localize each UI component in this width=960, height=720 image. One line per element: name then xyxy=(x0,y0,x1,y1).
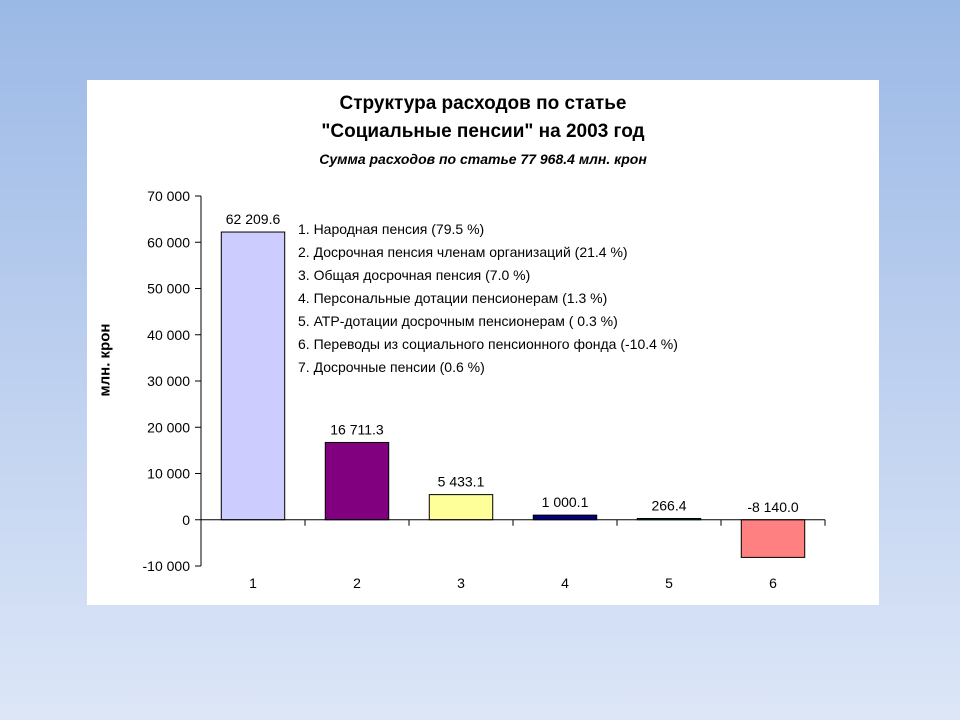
legend-entry: 3. Общая досрочная пенсия (7.0 %) xyxy=(298,267,531,283)
data-label: 1 000.1 xyxy=(542,494,589,510)
bar-6 xyxy=(740,519,806,558)
x-tick-label: 4 xyxy=(561,575,569,591)
x-tick-label: 5 xyxy=(665,575,673,591)
legend-entry: 7. Досрочные пенсии (0.6 %) xyxy=(298,359,485,375)
y-tick-label: 10 000 xyxy=(147,466,190,482)
chart-title-line2: "Социальные пенсии" на 2003 год xyxy=(321,121,645,142)
data-label: 62 209.6 xyxy=(226,211,281,227)
bar-chart: -10 000 0 10 000 20 000 30 000 40 000 50 000 60… xyxy=(143,188,826,591)
data-label: -8 140.0 xyxy=(747,499,799,515)
y-tick-label: 0 xyxy=(182,512,190,528)
x-tick-label: 3 xyxy=(457,575,465,591)
bar-4 xyxy=(532,514,598,521)
y-tick-label: 50 000 xyxy=(147,281,190,297)
y-tick-label: 20 000 xyxy=(147,419,190,435)
x-tick-label: 2 xyxy=(353,575,361,591)
legend-entry: 2. Досрочная пенсия членам организаций (… xyxy=(298,244,628,260)
bar-1 xyxy=(220,231,286,521)
legend-entry: 5. АТР-дотации досрочным пенсионерам ( 0… xyxy=(298,313,618,329)
x-tick-label: 1 xyxy=(249,575,257,591)
y-tick-label: 70 000 xyxy=(147,188,190,204)
chart-panel: -10 000 0 10 000 20 000 30 000 40 000 50 000 60… xyxy=(87,80,879,605)
data-label: 16 711.3 xyxy=(330,421,384,437)
bars xyxy=(220,231,806,558)
y-tick-label: 40 000 xyxy=(147,327,190,343)
data-label: 5 433.1 xyxy=(438,474,485,490)
value-labels: 62 209.6 16 711.3 5 433.1 1 000.1 266.4 -8 14… xyxy=(226,211,799,515)
y-tick-label: -10 000 xyxy=(143,558,191,574)
chart-subtitle: Сумма расходов по статье 77 968.4 млн. к… xyxy=(319,151,647,167)
bar-3 xyxy=(428,494,494,521)
axes xyxy=(200,196,826,566)
y-axis-label: млн. крон xyxy=(96,323,114,397)
data-label: 266.4 xyxy=(651,498,686,514)
y-tick-label: 30 000 xyxy=(147,373,190,389)
y-tick-label: 60 000 xyxy=(147,234,190,250)
legend-entry: 4. Персональные дотации пенсионерам (1.3… xyxy=(298,290,608,306)
legend-entry: 1. Народная пенсия (79.5 %) xyxy=(298,221,485,237)
bar-2 xyxy=(324,441,390,521)
x-axis-ticks: 1 2 3 4 5 6 xyxy=(249,575,777,591)
legend-entry: 6. Переводы из социального пенсионного ф… xyxy=(298,336,678,352)
legend: 1. Народная пенсия (79.5 %) 2. Досрочная… xyxy=(298,218,678,379)
x-tick-label: 6 xyxy=(769,575,777,591)
y-axis-ticks: -10 000 0 10 000 20 000 30 000 40 000 50 000 60… xyxy=(143,188,201,574)
chart-title: Структура расходов по статье xyxy=(339,93,627,114)
